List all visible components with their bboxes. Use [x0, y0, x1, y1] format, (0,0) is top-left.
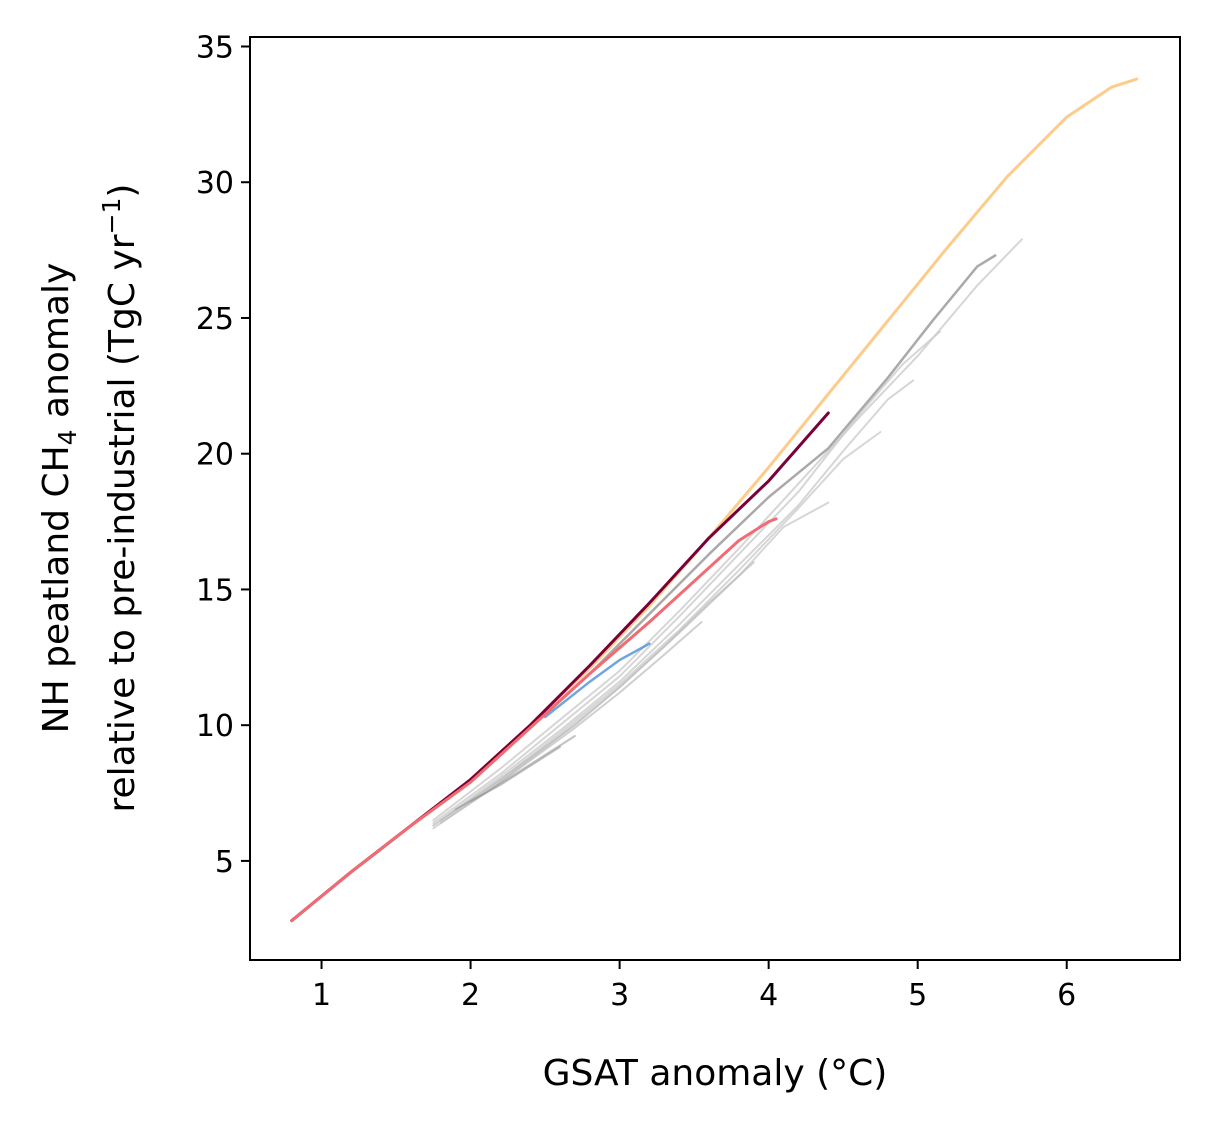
x-axis-label: GSAT anomaly (°C): [543, 1053, 888, 1094]
series-line-3: [432, 431, 882, 827]
y-axis-label: NH peatland CH4 anomaly relative to pre-…: [36, 184, 143, 813]
y-tick-label-35: 35: [196, 31, 234, 66]
svg-text:NH peatland CH4 anomaly: NH peatland CH4 anomaly: [36, 263, 82, 734]
series-line-9: [290, 254, 997, 922]
y-tick-label-5: 5: [215, 845, 234, 880]
y-tick-label-25: 25: [196, 302, 234, 337]
y-label-line2-rest: ): [102, 184, 143, 198]
y-label-line1-sub: 4: [53, 429, 82, 445]
x-tick-label-3: 3: [610, 978, 629, 1013]
plot-frame: [249, 36, 1181, 961]
series-line-1: [432, 330, 941, 824]
x-tick-label-4: 4: [759, 978, 778, 1013]
series-layer: [290, 77, 1139, 923]
y-tick-label-10: 10: [196, 709, 234, 744]
series-line-5: [439, 561, 755, 822]
x-tick-label-1: 1: [312, 978, 331, 1013]
series-line-13: [290, 517, 778, 923]
x-tick-label-2: 2: [461, 978, 480, 1013]
y-tick-label-15: 15: [196, 573, 234, 608]
y-label-line2: relative to pre-industrial (TgC yr: [102, 234, 143, 812]
series-line-2: [432, 379, 915, 827]
y-tick-label-30: 30: [196, 166, 234, 201]
series-line-8: [469, 745, 561, 803]
y-label-line1-rest: anomaly: [36, 263, 77, 430]
y-label-line2-sup: −1: [97, 198, 126, 235]
series-line-12: [290, 411, 830, 923]
series-line-10: [543, 642, 651, 719]
y-label-line1: NH peatland CH: [36, 445, 77, 733]
ticks-layer: 1 2 3 4 5 6 5 10 15 20 25 30 35: [196, 31, 1076, 1013]
y-tick-label-20: 20: [196, 438, 234, 473]
x-tick-label-5: 5: [908, 978, 927, 1013]
svg-text:relative to pre-industrial (Tg: relative to pre-industrial (TgC yr−1): [97, 184, 143, 813]
x-tick-label-6: 6: [1057, 978, 1076, 1013]
series-line-11: [290, 77, 1139, 923]
